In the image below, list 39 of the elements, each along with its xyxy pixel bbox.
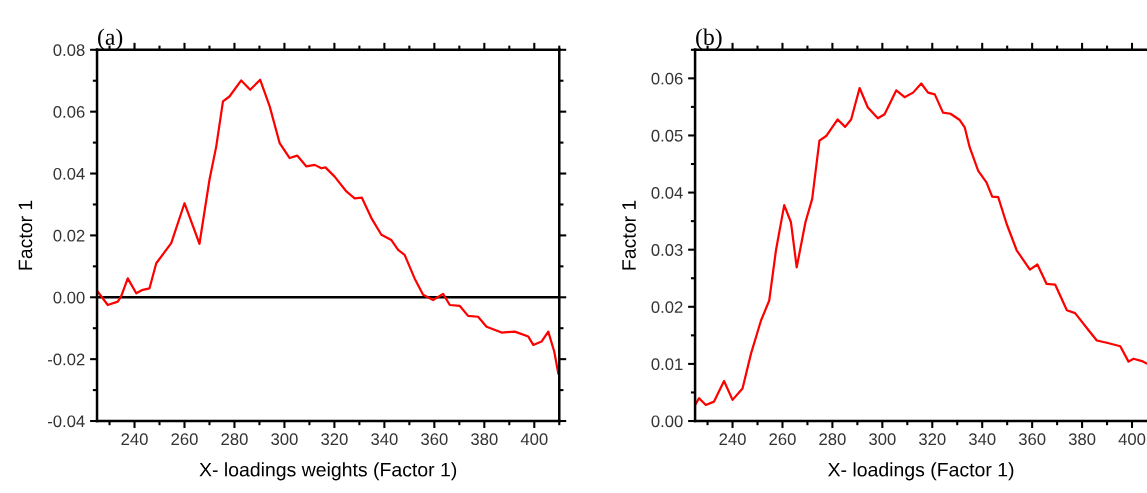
x-tick-label: 280 xyxy=(221,433,248,446)
line-series xyxy=(695,82,1147,407)
x-tick-label: 360 xyxy=(421,433,448,446)
x-tick-label: 240 xyxy=(719,433,746,446)
x-tick-label: 300 xyxy=(271,433,298,446)
x-tick-label: 340 xyxy=(371,433,398,446)
x-tick-label: 400 xyxy=(520,433,548,446)
chart-title: (a) xyxy=(98,28,123,50)
y-tick-label: 0.05 xyxy=(651,129,683,142)
x-tick-label: 280 xyxy=(819,433,846,446)
y-tick-label: 0.04 xyxy=(651,186,683,199)
y-tick-label: 0.08 xyxy=(53,44,85,56)
x-tick-label: 340 xyxy=(968,433,996,446)
y-tick-label: 0.04 xyxy=(53,167,85,180)
x-tick-label: 360 xyxy=(1018,433,1046,446)
y-axis-title: Factor 1 xyxy=(622,200,636,270)
x-tick-label: 320 xyxy=(919,433,946,446)
x-tick-label: 300 xyxy=(869,433,896,446)
x-tick-label: 260 xyxy=(171,433,198,446)
y-tick-label: 0.06 xyxy=(53,106,85,118)
x-tick-label: 320 xyxy=(321,433,348,446)
x-tick-label: 380 xyxy=(1068,433,1096,446)
x-tick-label: 240 xyxy=(121,433,148,446)
y-tick-label: 0.06 xyxy=(651,72,683,85)
y-tick-label: 0.00 xyxy=(53,291,85,304)
y-tick-label: -0.02 xyxy=(47,353,85,366)
x-tick-label: 380 xyxy=(471,433,498,446)
chart-title: (b) xyxy=(696,28,722,50)
x-axis-title: X- loadings (Factor 1) xyxy=(828,462,1014,481)
x-tick-label: 400 xyxy=(1118,433,1146,446)
x-axis-title: X- loadings weights (Factor 1) xyxy=(199,462,457,481)
y-axis-title: Factor 1 xyxy=(18,200,33,270)
y-tick-label: 0.03 xyxy=(651,244,683,256)
x-tick-label: 260 xyxy=(769,433,796,446)
y-tick-label: 0.02 xyxy=(651,301,683,313)
y-tick-label: 0.01 xyxy=(651,358,683,371)
y-tick-label: 0.00 xyxy=(651,415,683,428)
y-tick-label: -0.04 xyxy=(47,415,85,428)
y-tick-label: 0.02 xyxy=(53,229,85,242)
